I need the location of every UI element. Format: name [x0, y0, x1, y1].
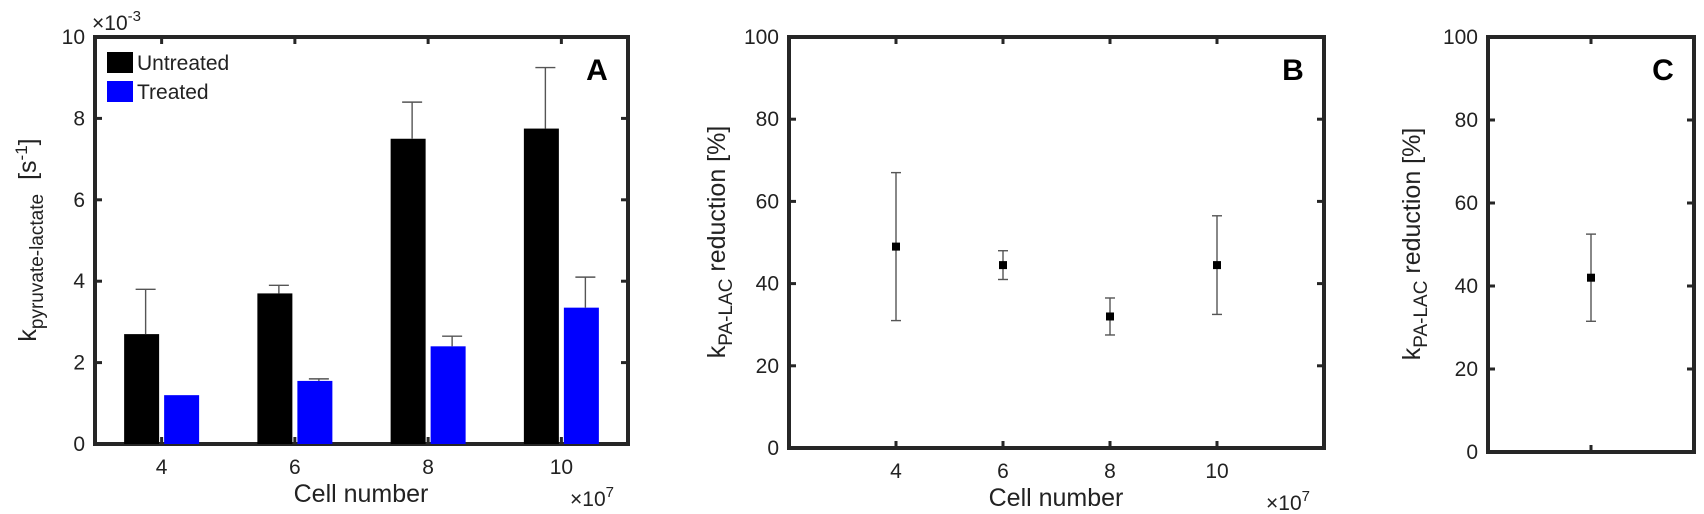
- panel-a-y-tick-label: 2: [73, 352, 85, 375]
- panel-b-x-multiplier: ×107: [1266, 488, 1310, 514]
- legend-swatch-treated: [107, 81, 133, 102]
- panel-b-y-tick-label: 0: [767, 437, 779, 460]
- bar-treated-8: [430, 346, 466, 444]
- panel-b-x-tick-label: 4: [890, 460, 902, 483]
- panel-b-point-8: [1106, 312, 1114, 321]
- panel-c-letter: C: [1652, 54, 1674, 87]
- panel-b-point-4: [892, 242, 900, 251]
- panel-a-x-tick-label: 6: [289, 456, 301, 479]
- panel-b-x-tick-label: 6: [997, 460, 1009, 483]
- panel-b-y-tick-label: 100: [744, 26, 779, 49]
- bar-treated-10: [563, 307, 599, 444]
- panel-a-x-tick-label: 8: [422, 456, 434, 479]
- panel-a-y-tick-label: 0: [73, 433, 85, 456]
- panel-a-y-tick-label: 10: [62, 26, 85, 49]
- panel-c-y-tick-label: 100: [1443, 26, 1478, 49]
- panel-a-bar-chart: 0 2 4 6 8 10 4 6 8 10 ×10-3 ×107 Cell number kpy…: [12, 8, 630, 511]
- panel-b-x-tick-label: 10: [1205, 460, 1228, 483]
- panel-c-y-tick-label: 20: [1455, 358, 1478, 381]
- panel-b-x-ticks: 4 6 8 10: [890, 37, 1229, 483]
- panel-c-y-tick-label: 80: [1455, 109, 1478, 132]
- legend-swatch-untreated: [107, 52, 133, 73]
- panel-a-x-axis-label: Cell number: [294, 480, 429, 508]
- panel-a-letter: A: [586, 54, 608, 87]
- panel-b-scatter-chart: 0 20 40 60 80 100 4 6 8 10 ×107 Cell number kPA-…: [703, 26, 1326, 514]
- bar-untreated-6: [257, 293, 293, 444]
- panel-a-y-tick-label: 6: [73, 189, 85, 212]
- panel-a-bars: [124, 66, 599, 444]
- panel-b-letter: B: [1282, 54, 1304, 87]
- legend-label-treated: Treated: [137, 81, 209, 104]
- panel-a-y-axis-label: kpyruvate-lactate[s-1]: [12, 138, 48, 341]
- panel-a-legend: Untreated Treated: [107, 52, 229, 104]
- panel-b-y-axis-label: kPA-LAC reduction [%]: [703, 126, 737, 359]
- panel-a-x-tick-label: 10: [550, 456, 573, 479]
- panel-b-y-tick-label: 20: [756, 355, 779, 378]
- bar-treated-4: [164, 395, 200, 444]
- panel-a-axes-frame: [93, 35, 630, 446]
- panel-c-y-tick-label: 60: [1455, 192, 1478, 215]
- panel-a-x-ticks: 4 6 8 10: [156, 37, 573, 479]
- panel-a-y-tick-label: 8: [73, 107, 85, 130]
- panel-b-x-tick-label: 8: [1104, 460, 1116, 483]
- panel-c-scatter-chart: 0 20 40 60 80 100 kPA-LAC reduction [%] C: [1398, 26, 1696, 464]
- panel-c-y-ticks: 0 20 40 60 80 100: [1443, 26, 1694, 464]
- panel-a-y-ticks: 0 2 4 6 8 10: [62, 26, 628, 456]
- panel-a-x-multiplier: ×107: [570, 484, 614, 511]
- panel-b-axes-frame: [787, 35, 1326, 450]
- panel-a-y-multiplier: ×10-3: [92, 8, 141, 35]
- panel-c-point: [1587, 273, 1595, 282]
- legend-label-untreated: Untreated: [137, 52, 229, 75]
- panel-c-points: [1586, 233, 1596, 322]
- panel-c-y-tick-label: 40: [1455, 275, 1478, 298]
- panel-c-y-axis-label: kPA-LAC reduction [%]: [1398, 128, 1432, 361]
- bar-untreated-8: [390, 138, 426, 444]
- bar-untreated-10: [523, 128, 559, 444]
- panel-b-y-ticks: 0 20 40 60 80 100: [744, 26, 1324, 460]
- panel-b-points: [891, 171, 1222, 336]
- panel-b-y-tick-label: 60: [756, 190, 779, 213]
- panel-b-y-tick-label: 40: [756, 273, 779, 296]
- bar-untreated-4: [124, 334, 160, 444]
- panel-a-x-tick-label: 4: [156, 456, 168, 479]
- panel-b-y-tick-label: 80: [756, 108, 779, 131]
- panel-b-point-6: [999, 261, 1007, 270]
- panel-b-x-axis-label: Cell number: [989, 484, 1124, 512]
- panel-c-y-tick-label: 0: [1466, 441, 1478, 464]
- bar-treated-6: [297, 380, 333, 444]
- panel-b-point-10: [1213, 261, 1221, 270]
- panel-a-y-tick-label: 4: [73, 270, 85, 293]
